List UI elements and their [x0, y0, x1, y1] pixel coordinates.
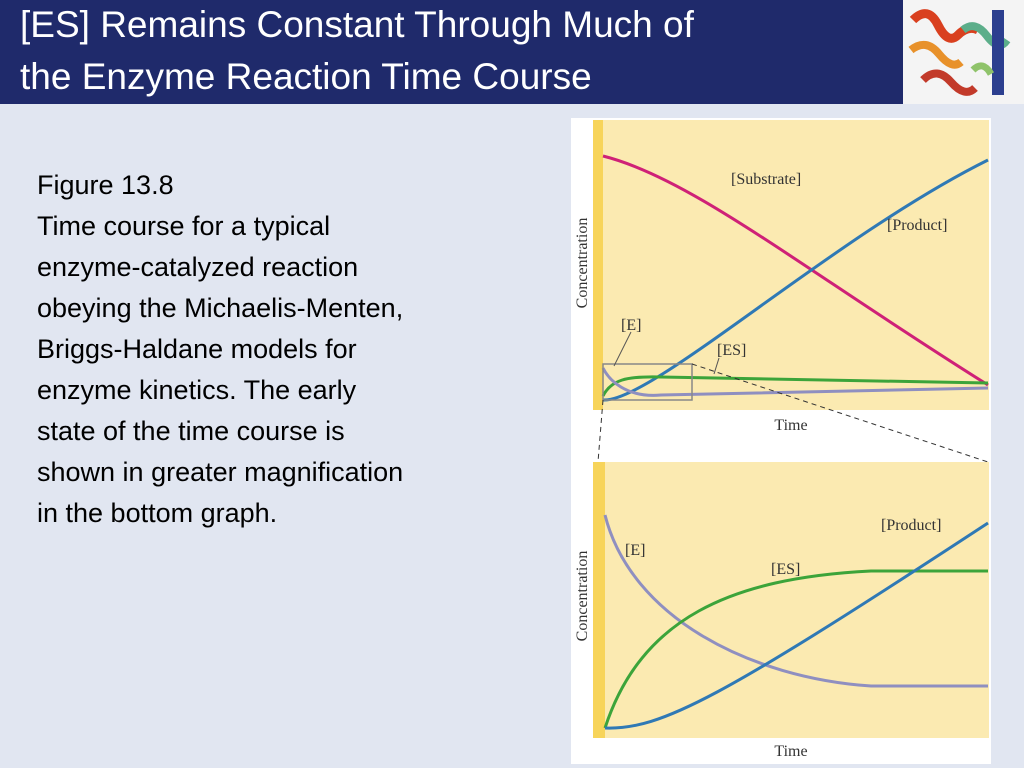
- axis-label: Concentration: [574, 218, 591, 309]
- caption: Figure 13.8 Time course for a typical enzy…: [37, 165, 403, 534]
- axis-label: Concentration: [574, 551, 591, 642]
- caption-line: enzyme kinetics. The early: [37, 375, 357, 405]
- caption-line: Figure 13.8: [37, 170, 174, 200]
- header: [ES] Remains Constant Through Much of th…: [0, 0, 903, 104]
- protein-image: [903, 0, 1024, 104]
- figure: [Substrate] [Product] [E] [ES] Time Conc…: [571, 118, 991, 764]
- axis-label: Time: [774, 417, 807, 434]
- curve-label: [Product]: [887, 217, 947, 234]
- caption-line: Time course for a typical: [37, 211, 331, 241]
- caption-line: Briggs-Haldane models for: [37, 334, 357, 364]
- caption-line: enzyme-catalyzed reaction: [37, 252, 359, 282]
- axis-label: Time: [774, 743, 807, 760]
- caption-line: in the bottom graph.: [37, 498, 278, 528]
- curve-label: [Product]: [881, 517, 941, 534]
- curve-label: [E]: [625, 542, 645, 559]
- title-line: [ES] Remains Constant Through Much of: [20, 4, 694, 45]
- curve-label: [E]: [621, 317, 641, 334]
- caption-line: obeying the Michaelis-Menten,: [37, 293, 404, 323]
- curve-label: [ES]: [771, 561, 800, 578]
- caption-line: state of the time course is: [37, 416, 345, 446]
- curve-label: [Substrate]: [731, 171, 801, 188]
- caption-line: shown in greater magnification: [37, 457, 404, 487]
- curve-label: [ES]: [717, 342, 746, 359]
- title-line: the Enzyme Reaction Time Course: [20, 56, 592, 97]
